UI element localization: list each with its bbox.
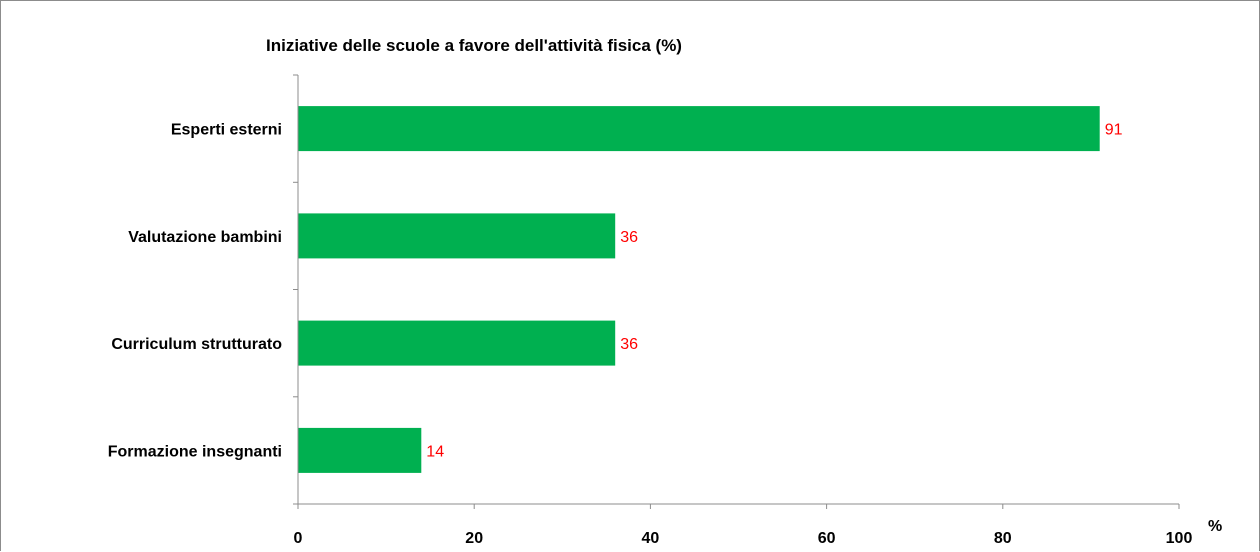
x-tick-label-20: 20	[465, 530, 483, 547]
data-label-formazione-insegnanti: 14	[426, 443, 444, 460]
x-axis: 0 20 40 60 80 100	[294, 503, 1193, 547]
bar-esperti-esterni	[298, 106, 1100, 152]
category-label-valutazione-bambini: Valutazione bambini	[128, 229, 282, 246]
bars-group	[298, 106, 1100, 473]
data-label-esperti-esterni: 91	[1105, 122, 1123, 139]
chart-title: Iniziative delle scuole a favore dell'at…	[266, 36, 682, 55]
y-axis	[293, 74, 299, 505]
category-label-curriculum-strutturato: Curriculum strutturato	[111, 336, 282, 353]
x-tick-label-40: 40	[642, 530, 660, 547]
x-tick-label-100: 100	[1166, 530, 1193, 547]
bar-valutazione-bambini	[298, 213, 616, 259]
bar-curriculum-strutturato	[298, 320, 616, 366]
category-label-formazione-insegnanti: Formazione insegnanti	[108, 443, 282, 460]
data-label-curriculum-strutturato: 36	[620, 336, 638, 353]
x-tick-label-60: 60	[818, 530, 836, 547]
data-label-valutazione-bambini: 36	[620, 229, 638, 246]
category-label-esperti-esterni: Esperti esterni	[171, 122, 282, 139]
bar-formazione-insegnanti	[298, 427, 422, 473]
category-labels-group: Esperti esterni Valutazione bambini Curric…	[108, 122, 282, 461]
x-tick-label-0: 0	[294, 530, 303, 547]
x-tick-label-80: 80	[994, 530, 1012, 547]
x-axis-unit-label: %	[1208, 518, 1222, 535]
value-labels-group: 91 36 36 14	[426, 122, 1122, 461]
